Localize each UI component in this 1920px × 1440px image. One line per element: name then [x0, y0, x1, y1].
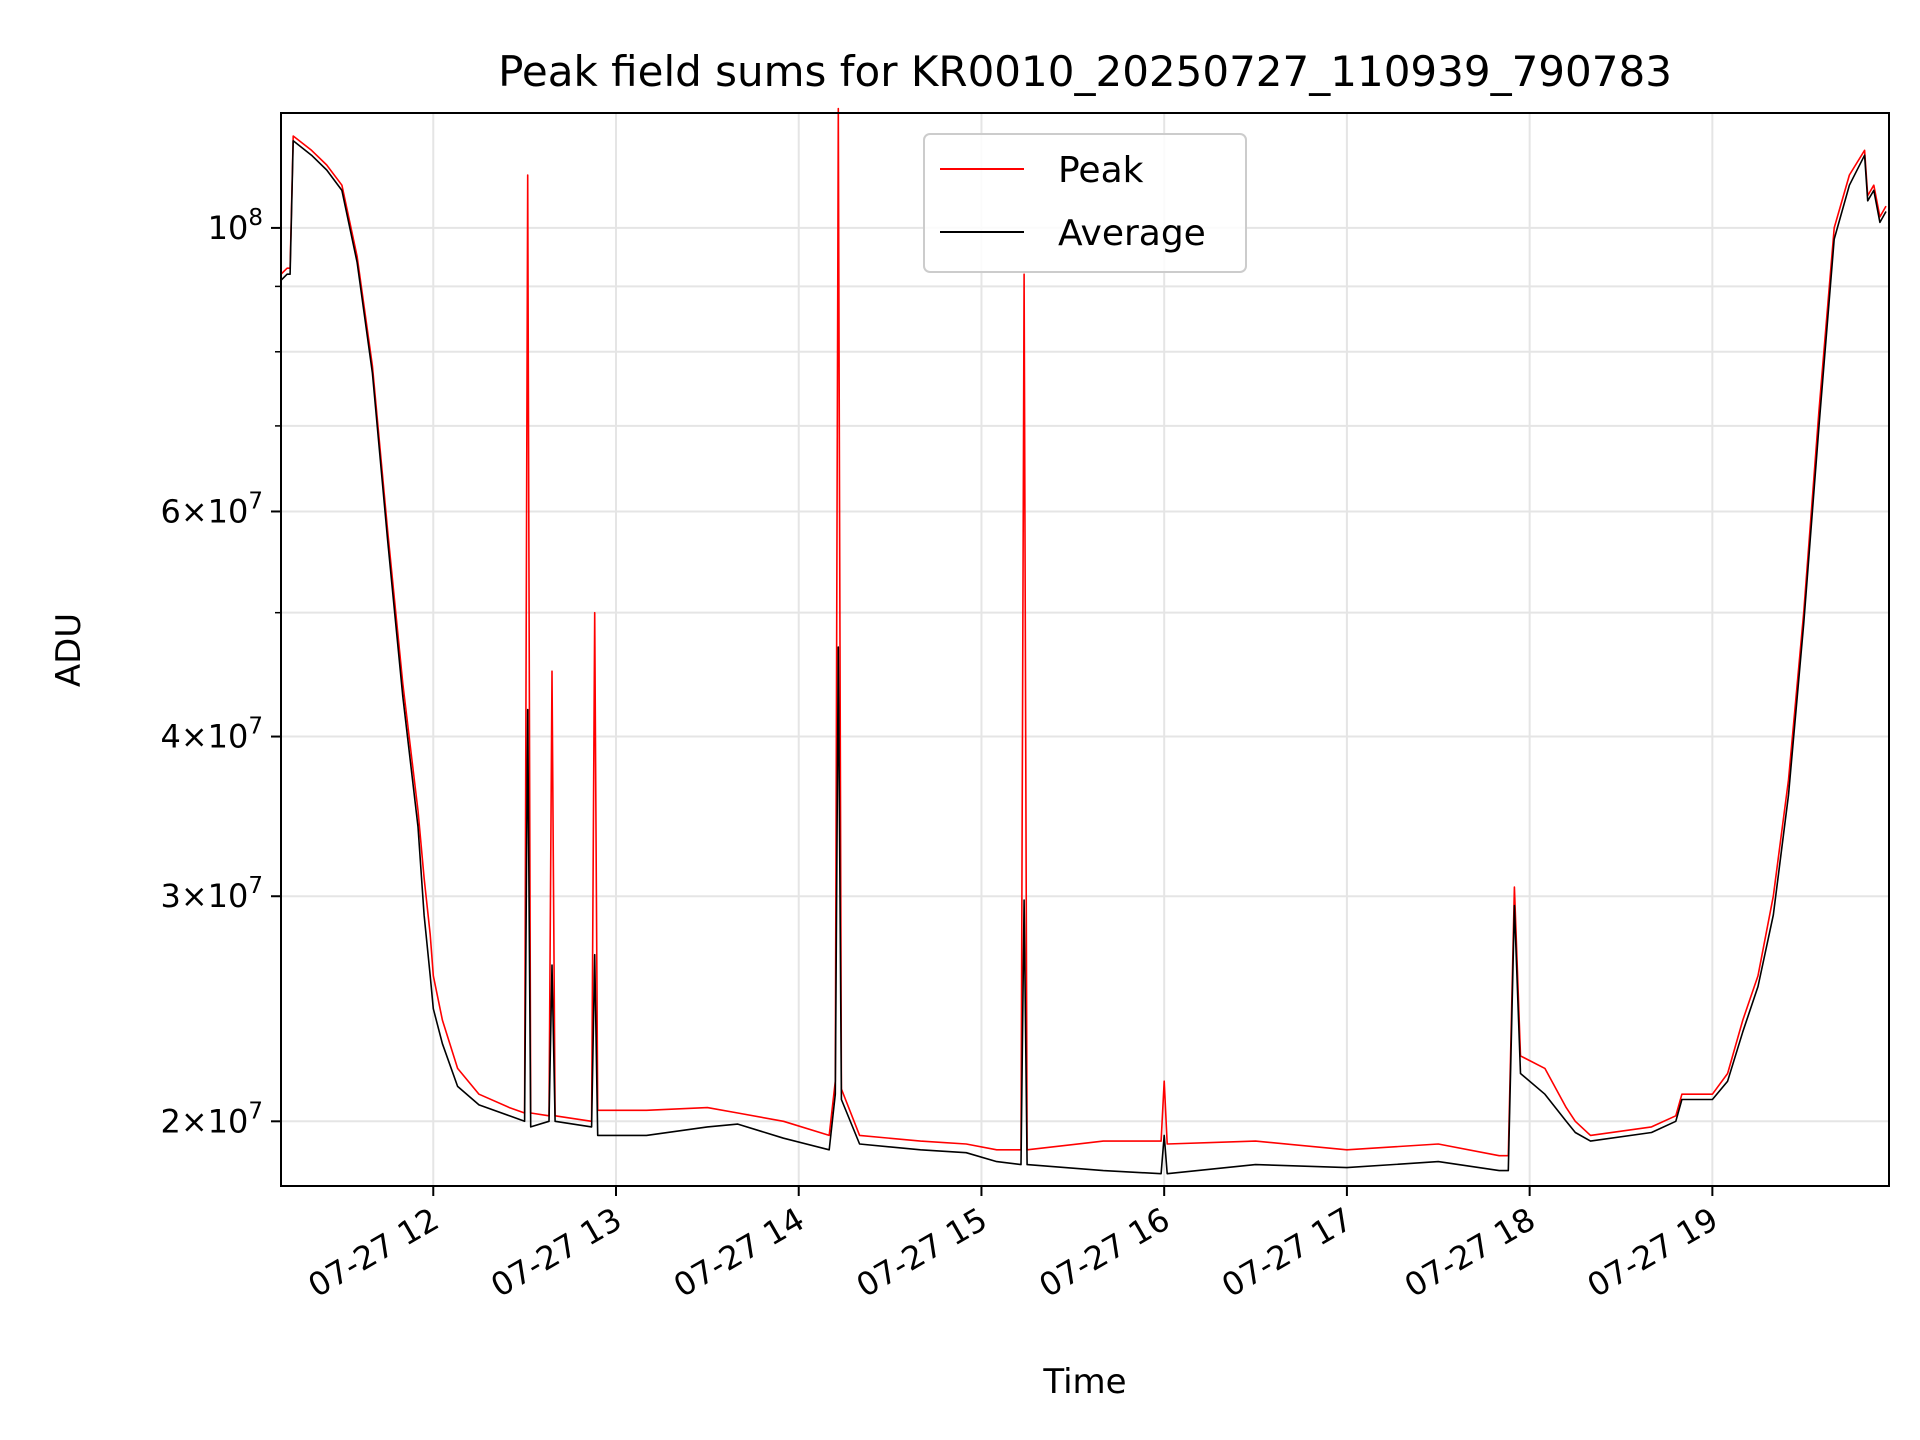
x-axis-label: Time: [1042, 1362, 1126, 1402]
y-tick-label: 2×107: [160, 1098, 263, 1140]
y-axis-label: ADU: [49, 613, 89, 687]
y-tick-label: 6×107: [160, 488, 263, 530]
y-tick-label: 3×107: [160, 873, 263, 915]
series-line-average: [280, 140, 1887, 1175]
legend-label-peak: Peak: [1058, 150, 1144, 191]
legend: Peak Average: [923, 133, 1247, 273]
legend-label-average: Average: [1058, 213, 1206, 254]
y-tick-label: 4×107: [160, 714, 263, 756]
series-line-peak: [280, 107, 1887, 1157]
plot-frame: [280, 112, 1890, 1187]
chart-title: Peak field sums for KR0010_20250727_1109…: [498, 47, 1672, 96]
series-layer: [280, 107, 1887, 1175]
gridlines: [281, 113, 1889, 1186]
